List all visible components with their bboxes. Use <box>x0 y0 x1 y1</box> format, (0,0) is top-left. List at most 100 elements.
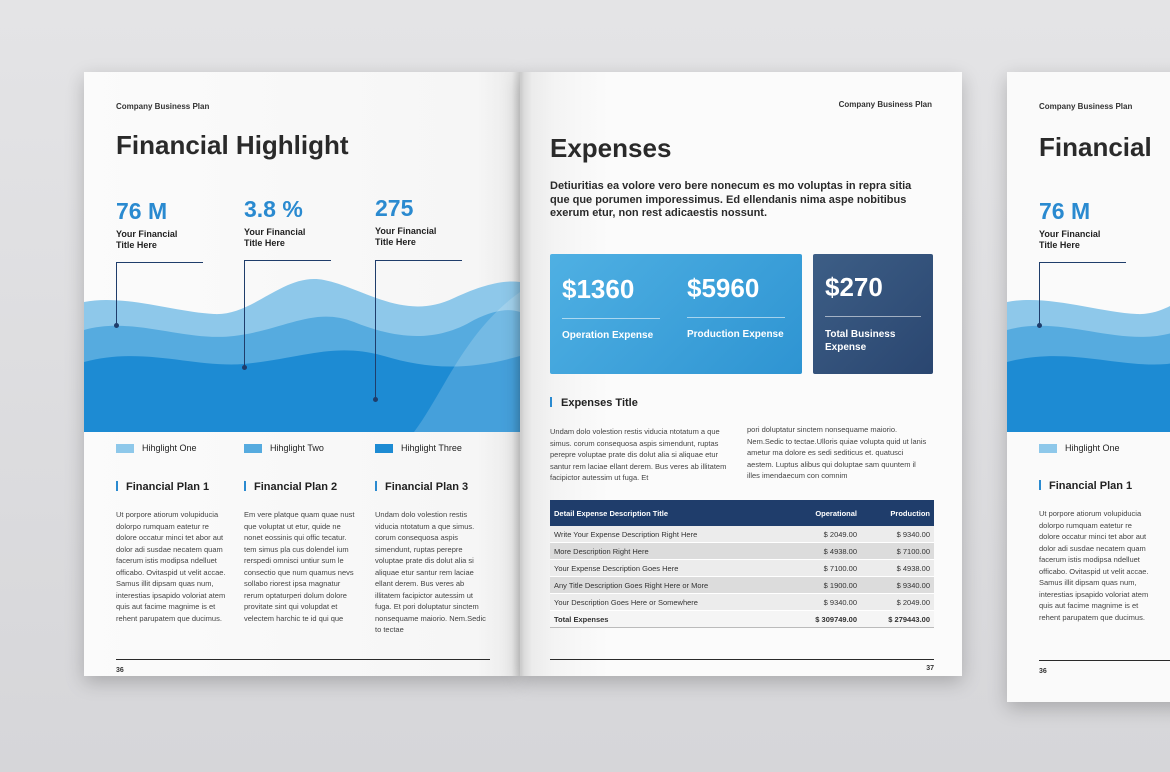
page-number: 37 <box>926 665 934 672</box>
section-title: Expenses Title <box>550 397 638 409</box>
wave-layer-dark <box>84 350 520 432</box>
expense-amount-2: $5960 <box>687 273 760 303</box>
row-description: Your Description Goes Here or Somewhere <box>550 593 789 611</box>
row-operational: $ 9340.00 <box>788 593 862 611</box>
right-page: Company Business Plan Expenses Detiuriti… <box>520 72 962 676</box>
legend-swatch-light <box>116 443 134 453</box>
legend-label-1: Hihglight One <box>1065 443 1120 453</box>
footer-rule <box>550 659 934 660</box>
legend-item-1: Hihglight One <box>1039 443 1120 453</box>
expense-card-total: $270 Total Business Expense <box>813 254 933 374</box>
stat-value-2: 3.8 % <box>244 196 303 222</box>
leader-dot-3 <box>373 397 378 402</box>
wave-highlight <box>414 292 520 432</box>
expense-label-1: Operation Expense <box>562 330 654 341</box>
legend-swatch-dark <box>375 443 393 453</box>
legend-item-2: Hihglight Two <box>244 443 324 453</box>
stat-value-3: 275 <box>375 195 414 221</box>
intro-text: Detiuritias ea volore vero bere nonecum … <box>550 180 912 219</box>
wave-area-chart <box>1007 299 1170 432</box>
row-operational: $ 1900.00 <box>788 576 862 594</box>
row-production: $ 2049.00 <box>861 593 934 611</box>
legend-label-1: Hihglight One <box>142 443 197 453</box>
total-label: Total Expenses <box>550 610 789 628</box>
plan-body-1: Ut porpore atiorum volupiducia dolorpo r… <box>116 510 226 623</box>
legend-item-1: Hihglight One <box>116 443 197 453</box>
table-row: Write Your Expense Description Right Her… <box>550 526 934 543</box>
paragraph-2: pori doluptatur sinctem nonsequame maior… <box>747 425 927 480</box>
third-page: Company Business Plan Financial 76 M You… <box>1007 72 1170 702</box>
legend-item-3: Hihglight Three <box>375 443 462 453</box>
plan-title-1: Financial Plan 1 <box>116 481 209 493</box>
stat-label-3: Your Financial Title Here <box>375 226 437 247</box>
running-head: Company Business Plan <box>838 100 932 109</box>
leader-line-1 <box>1039 262 1126 327</box>
table-header-row: Detail Expense Description Title Operati… <box>550 500 934 526</box>
table-row: Your Expense Description Goes Here $ 710… <box>550 559 934 577</box>
legend-swatch-mid <box>244 443 262 453</box>
leader-dot-1 <box>1037 323 1042 328</box>
page-title: Financial <box>1039 132 1152 162</box>
stat-label-1: Your Financial Title Here <box>116 229 178 250</box>
left-page: Company Business Plan Financial Highligh… <box>84 72 520 676</box>
table-row: More Description Right Here $ 4938.00 $ … <box>550 542 934 560</box>
leader-line-3 <box>375 260 462 401</box>
plan-body-2: Em vere platque quam quae nust que volup… <box>244 510 355 623</box>
expense-label-3: Total Business Expense <box>825 329 896 353</box>
row-description: Write Your Expense Description Right Her… <box>550 526 789 543</box>
footer-rule <box>116 659 490 660</box>
plan-body-1: Ut porpore atiorum volupiducia dolorpo r… <box>1039 509 1149 622</box>
footer-rule <box>1039 660 1170 661</box>
expense-divider-3 <box>825 316 921 317</box>
plan-body-3: Undam dolo volestion restis viducia ntot… <box>375 510 486 634</box>
row-production: $ 9340.00 <box>861 576 934 594</box>
row-operational: $ 2049.00 <box>788 526 862 543</box>
book-spine-shadow <box>512 72 532 676</box>
expense-table: Detail Expense Description Title Operati… <box>550 500 934 628</box>
row-production: $ 7100.00 <box>861 542 934 560</box>
row-description: Any Title Description Goes Right Here or… <box>550 576 789 594</box>
expense-card-group: $1360 Operation Expense $5960 Production… <box>550 254 802 374</box>
paragraph-1: Undam dolo volestion restis viducia ntot… <box>550 427 727 482</box>
wave-area-chart <box>84 279 520 432</box>
legend-swatch-light <box>1039 443 1057 453</box>
running-head: Company Business Plan <box>1039 102 1133 111</box>
expense-amount-1: $1360 <box>562 274 635 304</box>
row-production: $ 4938.00 <box>861 559 934 577</box>
row-description: Your Expense Description Goes Here <box>550 559 789 577</box>
total-operational: $ 309749.00 <box>788 610 862 628</box>
stat-label-2: Your Financial Title Here <box>244 227 306 248</box>
wave-layer-dark <box>1007 356 1170 432</box>
table-row: Your Description Goes Here or Somewhere … <box>550 593 934 611</box>
leader-line-2 <box>244 260 331 369</box>
expense-amount-3: $270 <box>825 272 883 302</box>
table-header-operational: Operational <box>788 500 862 526</box>
table-header-production: Production <box>861 500 934 526</box>
page-title: Financial Highlight <box>116 130 349 160</box>
plan-title-3: Financial Plan 3 <box>375 481 468 493</box>
page-number: 36 <box>1039 668 1047 675</box>
legend-label-2: Hihglight Two <box>270 443 324 453</box>
row-description: More Description Right Here <box>550 542 789 560</box>
expense-divider-2 <box>687 317 785 318</box>
leader-dot-2 <box>242 365 247 370</box>
stat-label-1: Your Financial Title Here <box>1039 229 1101 250</box>
table-header-description: Detail Expense Description Title <box>550 500 789 526</box>
leader-line-1 <box>116 262 203 327</box>
total-production: $ 279443.00 <box>861 610 934 628</box>
table-total-row: Total Expenses $ 309749.00 $ 279443.00 <box>550 610 934 628</box>
stat-value-1: 76 M <box>1039 198 1091 224</box>
plan-title-2: Financial Plan 2 <box>244 481 337 493</box>
plan-title-1: Financial Plan 1 <box>1039 480 1132 492</box>
page-number: 36 <box>116 667 124 674</box>
legend-label-3: Hihglight Three <box>401 443 462 453</box>
running-head: Company Business Plan <box>116 102 210 111</box>
page-title: Expenses <box>550 133 672 163</box>
row-production: $ 9340.00 <box>861 526 934 543</box>
row-operational: $ 7100.00 <box>788 559 862 577</box>
expense-label-2: Production Expense <box>687 329 784 340</box>
table-row: Any Title Description Goes Right Here or… <box>550 576 934 594</box>
leader-dot-1 <box>114 323 119 328</box>
stat-value-1: 76 M <box>116 198 168 224</box>
row-operational: $ 4938.00 <box>788 542 862 560</box>
